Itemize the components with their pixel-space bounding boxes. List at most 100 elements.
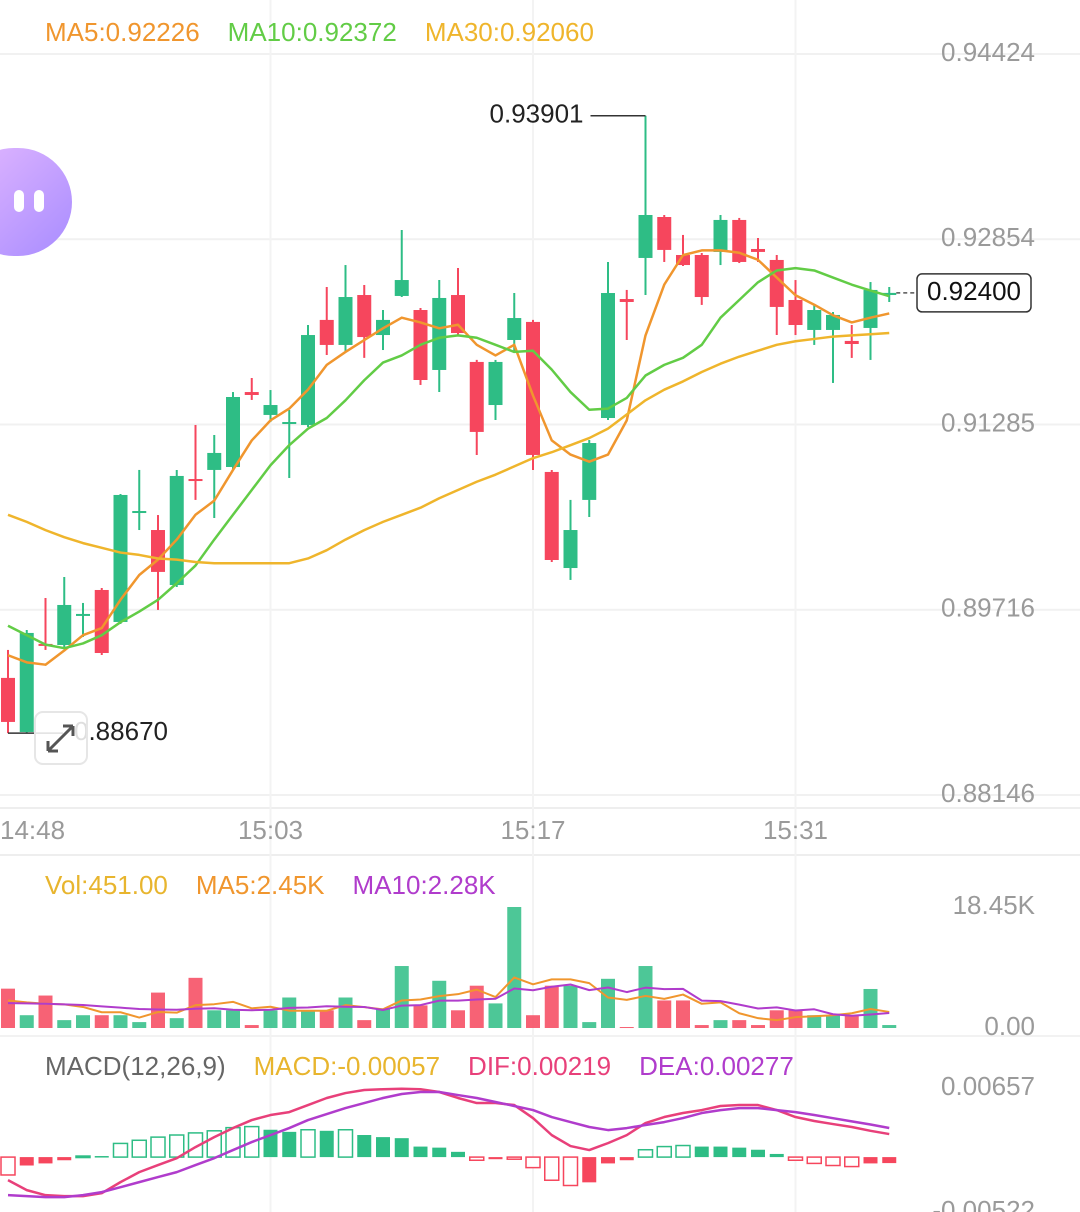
legend-entry: Vol:451.00 xyxy=(45,870,168,900)
volume-bar xyxy=(657,1000,672,1028)
macd-bar xyxy=(300,1129,316,1158)
candle-body xyxy=(469,361,484,432)
x-tick-label: 14:48 xyxy=(0,815,65,845)
macd-bar xyxy=(525,1156,541,1169)
candle-body xyxy=(169,475,184,586)
legend-entry: MA5:0.92226 xyxy=(45,17,200,47)
macd-bar xyxy=(376,1137,390,1158)
candle-body xyxy=(544,471,559,560)
volume-bar xyxy=(226,1010,240,1028)
line xyxy=(7,1090,890,1199)
candle-body xyxy=(751,248,765,252)
volume-bar xyxy=(357,1020,372,1028)
macd-bar xyxy=(357,1135,372,1158)
macd-bar xyxy=(751,1149,765,1158)
macd-bar xyxy=(75,1155,91,1159)
candle-body xyxy=(863,289,878,328)
volume-bar xyxy=(526,1015,540,1028)
candle-body xyxy=(563,530,578,569)
volume-bar xyxy=(113,1015,128,1028)
macd-bar xyxy=(656,1145,672,1158)
candle-body xyxy=(301,335,315,425)
volume-bar xyxy=(207,1010,222,1028)
volume-bar xyxy=(638,966,653,1028)
macd-bar xyxy=(863,1157,878,1164)
candle-body xyxy=(226,396,240,467)
macd-bar xyxy=(94,1156,109,1158)
macd-bar xyxy=(57,1157,72,1161)
y-tick-label: 0.89716 xyxy=(941,593,1035,623)
volume-bar xyxy=(282,997,297,1028)
macd-bar xyxy=(844,1156,860,1168)
candle-body xyxy=(244,392,259,395)
legend-entry: MA10:0.92372 xyxy=(228,17,397,47)
volume-bar xyxy=(601,978,615,1028)
candle-body xyxy=(432,297,447,370)
legend-entry: DEA:0.00277 xyxy=(639,1051,794,1081)
volume-bar xyxy=(132,1022,147,1028)
macd-bar xyxy=(319,1130,334,1158)
volume-bar xyxy=(844,1015,859,1028)
macd-bar xyxy=(413,1146,428,1158)
macd-bar xyxy=(150,1136,166,1158)
volume-bar xyxy=(413,1005,428,1028)
volume-bar xyxy=(807,1015,822,1028)
volume-bar xyxy=(582,1022,597,1028)
volume-bar xyxy=(319,1010,334,1028)
line xyxy=(7,983,890,1017)
y-tick-label: 0.88146 xyxy=(941,778,1035,808)
candle-body xyxy=(807,310,822,330)
volume-bar xyxy=(57,1020,72,1028)
macd-bar xyxy=(637,1148,654,1158)
macd-bar xyxy=(882,1157,897,1164)
macd-bar xyxy=(675,1144,691,1158)
volume-bar xyxy=(263,1010,278,1028)
candle-body xyxy=(113,494,128,622)
line xyxy=(7,1087,890,1198)
y-tick-label: -0.00522 xyxy=(932,1195,1035,1212)
macd-bar xyxy=(825,1156,841,1167)
macd-bar xyxy=(38,1157,53,1164)
volume-bar xyxy=(244,1025,259,1028)
y-tick-label: 0.92854 xyxy=(941,222,1035,252)
macd-bar xyxy=(787,1156,804,1162)
legend-entry: MACD:-0.00057 xyxy=(254,1051,440,1081)
volume-bar xyxy=(563,985,578,1028)
volume-bar xyxy=(451,1010,465,1028)
macd-bar xyxy=(337,1129,354,1158)
volume-bar xyxy=(882,1025,897,1028)
assistant-bubble[interactable] xyxy=(0,148,72,256)
candle-body xyxy=(132,511,147,514)
candle-body xyxy=(526,321,540,455)
volume-bar xyxy=(676,1000,690,1028)
macd-bar xyxy=(112,1142,129,1158)
legend-entry: DIF:0.00219 xyxy=(468,1051,611,1081)
candle-body xyxy=(788,299,803,325)
candle-body xyxy=(638,214,653,258)
last-price-label: 0.92400 xyxy=(927,276,1021,306)
line xyxy=(7,976,890,1022)
y-tick-label: 0.94424 xyxy=(941,37,1035,67)
macd-bar xyxy=(394,1138,409,1158)
candle-body xyxy=(826,314,840,330)
macd-bar xyxy=(469,1156,485,1162)
macd-bar xyxy=(544,1156,560,1181)
volume-bar xyxy=(394,966,409,1028)
expand-button[interactable] xyxy=(34,711,88,765)
low-label: 0.88670 xyxy=(74,716,168,746)
line xyxy=(7,331,890,565)
volume-bar xyxy=(301,1010,315,1028)
macd-bar xyxy=(582,1157,597,1183)
volume-bar xyxy=(713,1020,728,1028)
line xyxy=(7,249,890,666)
volume-bar xyxy=(376,1008,390,1028)
y-tick-label: 0.00657 xyxy=(941,1071,1035,1101)
candle-body xyxy=(263,405,278,415)
volume-bar xyxy=(1,988,15,1028)
candle-body xyxy=(282,422,297,425)
x-tick-label: 15:31 xyxy=(763,815,828,845)
candle-body xyxy=(488,361,503,406)
